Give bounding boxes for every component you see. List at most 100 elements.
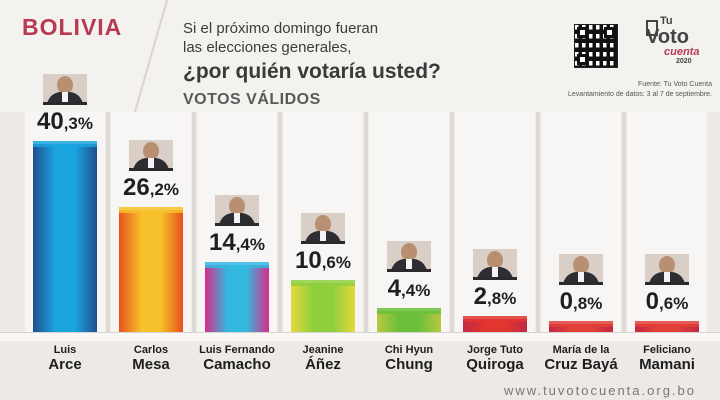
data-label-integer: 2 (473, 282, 488, 310)
question-line-1: Si el próximo domingo fueran (183, 20, 379, 37)
candidate-first-name: Jorge Tuto (466, 344, 523, 356)
qr-finder-icon (604, 27, 615, 38)
data-label: 4,4% (369, 275, 449, 303)
data-label-integer: 40 (37, 107, 64, 135)
source-note: Fuente: Tu Voto Cuenta (638, 81, 712, 88)
candidate-photo-icon (387, 241, 431, 273)
candidate-last-name: Mesa (132, 355, 170, 373)
qr-finder-icon (577, 27, 588, 38)
data-label: 10,6% (283, 247, 363, 275)
bar (33, 143, 97, 332)
column-separator (364, 112, 368, 337)
logo-cuenta: cuenta (664, 46, 700, 58)
bar-top-face (377, 308, 441, 315)
data-label-decimal: ,8% (487, 288, 517, 308)
data-label-integer: 26 (123, 173, 150, 201)
bar (463, 318, 527, 332)
candidate-last-name: Cruz Bayá (544, 355, 618, 373)
bar-top-face (635, 321, 699, 327)
column-background (455, 112, 535, 337)
tu-voto-cuenta-logo: Tu Voto cuenta 2020 (646, 16, 708, 68)
candidate-name: Carlos Mesa (108, 344, 194, 373)
candidate-name: Luis Fernando Camacho (194, 344, 280, 373)
candidate-photo-icon (301, 212, 345, 244)
candidate-name: Chi Hyun Chung (366, 344, 452, 373)
bar-top-face (205, 261, 269, 268)
data-label-decimal: ,4% (401, 281, 431, 301)
ballot-box-icon (646, 20, 658, 36)
column-background (369, 112, 449, 337)
column-separator (278, 112, 282, 337)
candidate-last-name: Mamani (639, 355, 695, 373)
bar (205, 264, 269, 332)
data-label-integer: 10 (295, 246, 322, 274)
bar (549, 324, 613, 332)
bar (635, 324, 699, 332)
data-label: 0,6% (627, 288, 707, 316)
candidate-photo-icon (43, 73, 87, 105)
survey-dates-note: Levantamiento de datos: 3 al 7 de septie… (568, 91, 712, 98)
qr-finder-icon (577, 54, 588, 65)
chart-baseline (0, 332, 720, 341)
candidate-first-name: Feliciano (643, 344, 691, 356)
column-separator (106, 112, 110, 337)
logo-tu: Tu (660, 15, 673, 27)
data-label: 14,4% (197, 229, 277, 257)
candidate-last-name: Arce (48, 355, 82, 373)
bar-top-face (463, 315, 527, 322)
candidate-first-name: Luis (53, 344, 77, 356)
data-label: 2,8% (455, 283, 535, 311)
column-separator (536, 112, 540, 337)
data-label: 26,2% (111, 174, 191, 202)
bar (119, 209, 183, 332)
website-url: www.tuvotocuenta.org.bo (504, 383, 696, 398)
data-label-integer: 0 (645, 288, 660, 315)
candidate-photo-icon (473, 248, 517, 280)
column-separator (622, 112, 626, 337)
data-label-decimal: ,4% (235, 234, 265, 254)
bar-top-face (119, 206, 183, 213)
bar (291, 282, 355, 332)
bar-top-face (549, 321, 613, 327)
candidate-photo-icon (559, 254, 603, 285)
column-separator (450, 112, 454, 337)
data-label-decimal: ,3% (63, 113, 93, 133)
qr-code-icon (574, 24, 618, 68)
country-title: BOLIVIA (22, 14, 123, 40)
data-label: 0,8% (541, 288, 621, 316)
candidate-first-name: Luis Fernando (199, 344, 275, 356)
column-background (627, 112, 707, 337)
candidate-first-name: Carlos (133, 344, 169, 356)
candidate-last-name: Quiroga (466, 355, 524, 373)
bar-top-face (291, 279, 355, 286)
data-label-decimal: ,6% (659, 294, 689, 313)
candidate-first-name: María de la (552, 344, 610, 356)
chart-subtitle: VOTOS VÁLIDOS (183, 91, 321, 108)
column-separator (192, 112, 196, 337)
bar (377, 311, 441, 332)
data-label-decimal: ,8% (573, 294, 603, 313)
candidate-first-name: Jeanine (302, 344, 344, 356)
data-label-decimal: ,2% (149, 179, 179, 199)
candidate-photo-icon (129, 139, 173, 171)
candidate-first-name: Chi Hyun (384, 344, 434, 356)
column-background (541, 112, 621, 337)
logo-year: 2020 (676, 58, 692, 65)
candidate-last-name: Chung (385, 355, 433, 373)
candidate-last-name: Camacho (203, 355, 271, 373)
data-label: 40,3% (25, 108, 105, 136)
data-label-integer: 4 (387, 275, 402, 303)
candidate-name: María de la Cruz Bayá (538, 344, 624, 373)
question-line-2: las elecciones generales, (183, 39, 352, 56)
candidate-name: Jorge Tuto Quiroga (452, 344, 538, 373)
candidate-last-name: Áñez (305, 355, 341, 373)
candidate-photo-icon (215, 194, 259, 226)
data-label-integer: 0 (559, 288, 574, 315)
data-label-decimal: ,6% (321, 252, 351, 272)
bar-top-face (33, 140, 97, 147)
data-label-integer: 14 (209, 228, 236, 256)
candidate-photo-icon (645, 254, 689, 285)
candidate-name: Jeanine Áñez (280, 344, 366, 373)
candidate-name: Feliciano Mamani (624, 344, 710, 373)
candidate-name: Luis Arce (22, 344, 108, 373)
